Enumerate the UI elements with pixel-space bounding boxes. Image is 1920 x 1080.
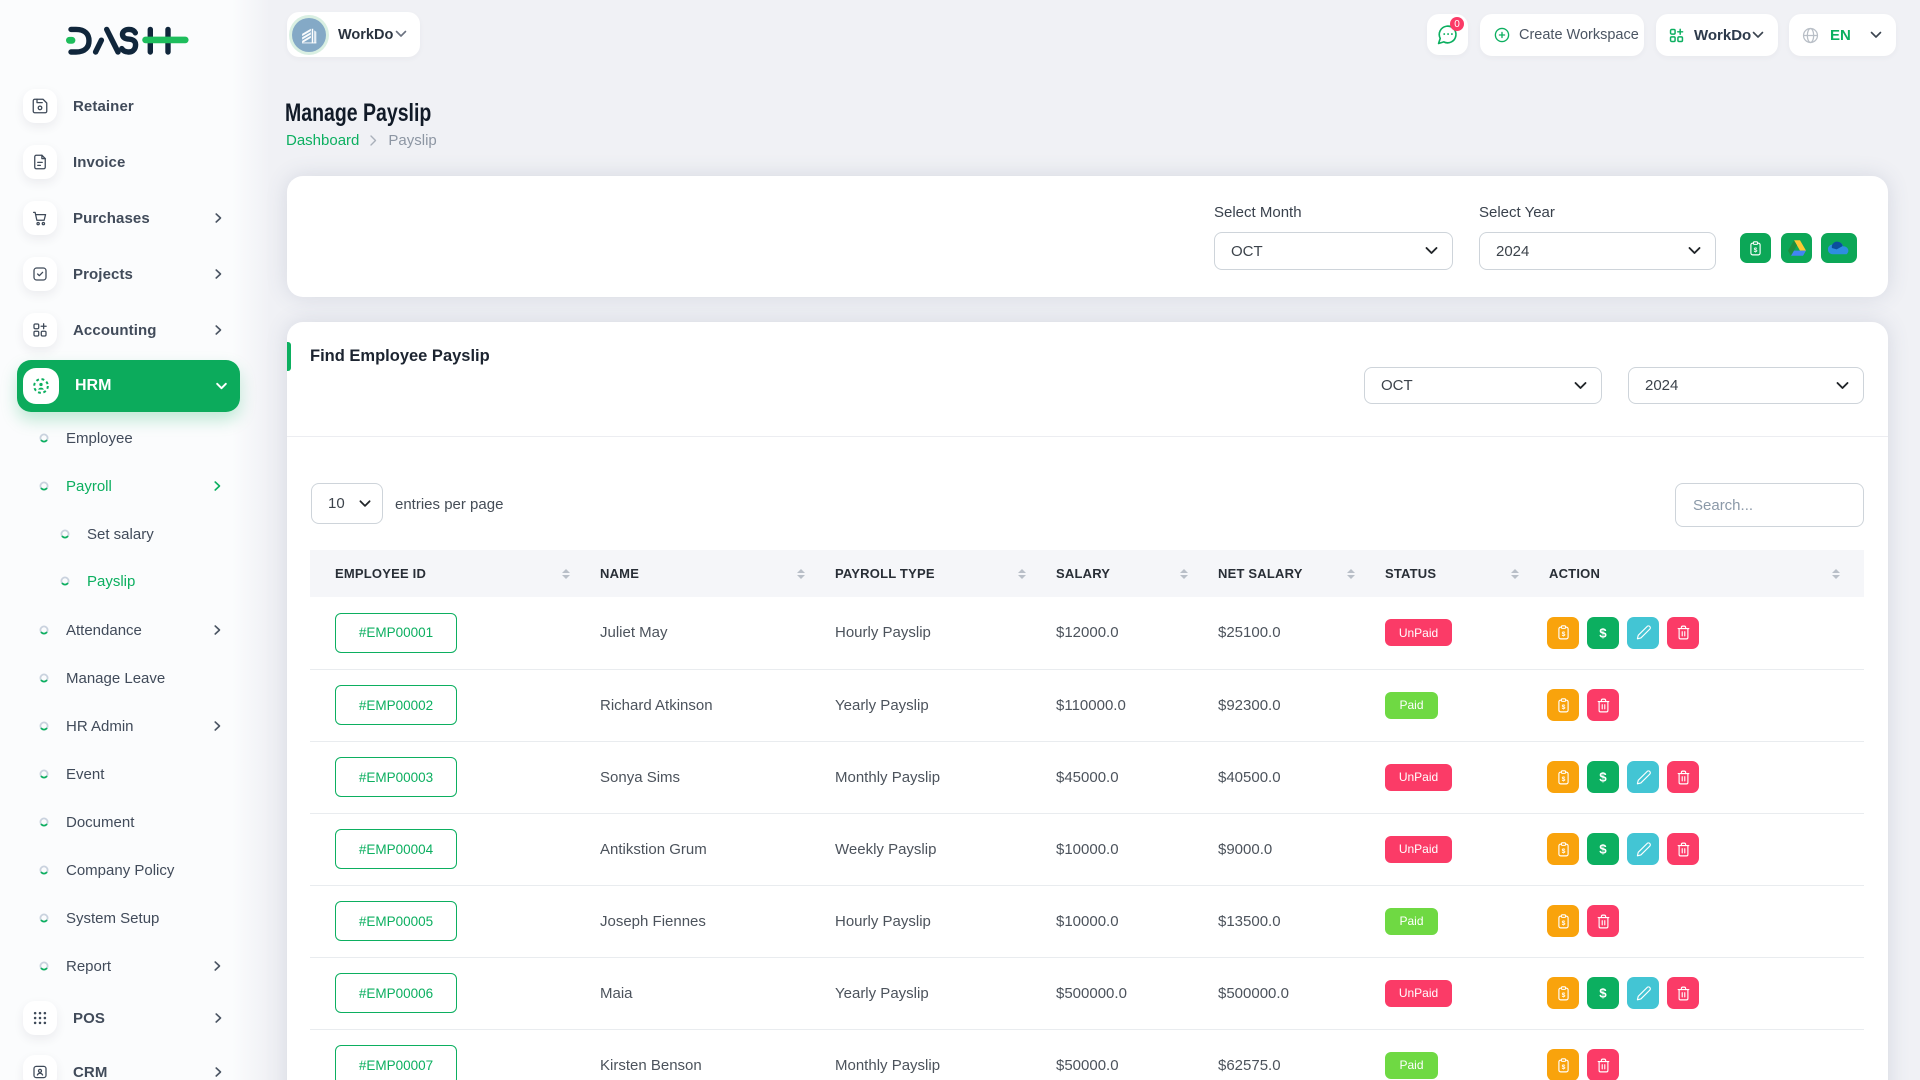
svg-text:$: $	[1754, 246, 1758, 253]
svg-text:$: $	[1561, 919, 1565, 926]
svg-text:$: $	[1561, 631, 1565, 638]
svg-text:$: $	[1561, 1064, 1565, 1071]
svg-text:$: $	[1599, 842, 1607, 857]
svg-text:$: $	[1561, 775, 1565, 782]
svg-text:$: $	[1561, 991, 1565, 998]
svg-text:$: $	[1599, 625, 1607, 640]
svg-text:$: $	[1561, 703, 1565, 710]
svg-text:$: $	[1599, 986, 1607, 1001]
svg-text:$: $	[1599, 770, 1607, 785]
svg-text:$: $	[1561, 847, 1565, 854]
